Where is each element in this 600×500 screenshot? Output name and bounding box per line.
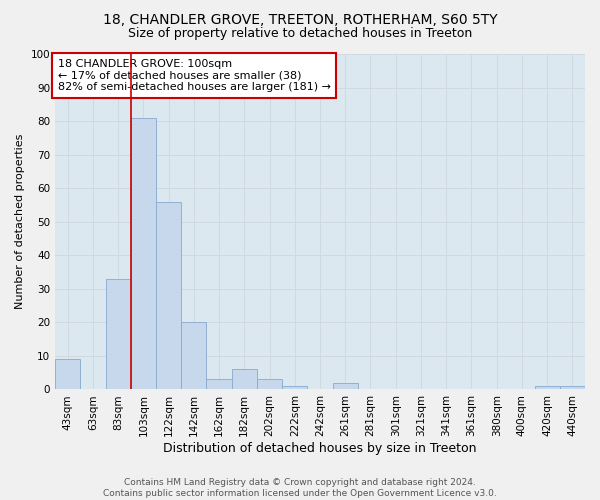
Bar [131, 118, 156, 390]
Y-axis label: Number of detached properties: Number of detached properties [15, 134, 25, 310]
Bar [332, 382, 358, 390]
Text: 18 CHANDLER GROVE: 100sqm
← 17% of detached houses are smaller (38)
82% of semi-: 18 CHANDLER GROVE: 100sqm ← 17% of detac… [58, 59, 331, 92]
Bar [106, 279, 131, 390]
Text: Contains HM Land Registry data © Crown copyright and database right 2024.
Contai: Contains HM Land Registry data © Crown c… [103, 478, 497, 498]
Bar [560, 386, 585, 390]
Bar [55, 360, 80, 390]
Text: 18, CHANDLER GROVE, TREETON, ROTHERHAM, S60 5TY: 18, CHANDLER GROVE, TREETON, ROTHERHAM, … [103, 12, 497, 26]
Bar [257, 380, 282, 390]
Text: Size of property relative to detached houses in Treeton: Size of property relative to detached ho… [128, 28, 472, 40]
Bar [181, 322, 206, 390]
X-axis label: Distribution of detached houses by size in Treeton: Distribution of detached houses by size … [163, 442, 477, 455]
Bar [206, 380, 232, 390]
Bar [535, 386, 560, 390]
Bar [156, 202, 181, 390]
Bar [232, 370, 257, 390]
Bar [282, 386, 307, 390]
